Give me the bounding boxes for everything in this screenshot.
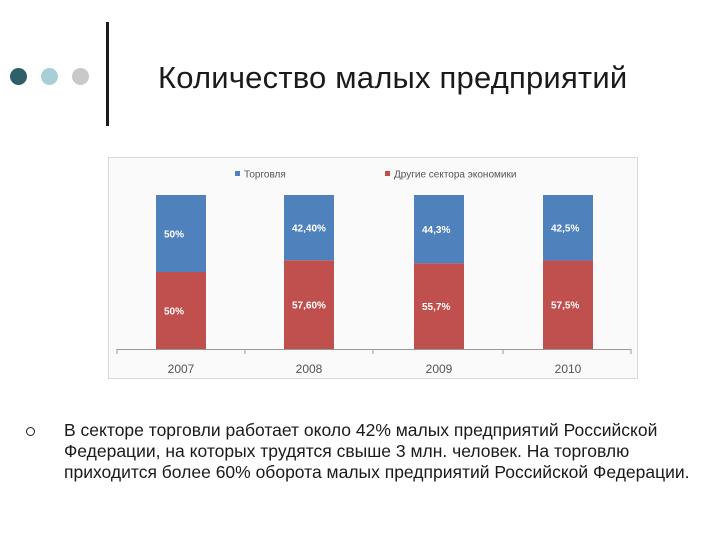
bar-segment <box>543 260 593 349</box>
data-label: 57,5% <box>551 301 579 312</box>
legend-label: Другие сектора экономики <box>394 170 516 181</box>
dot-dark <box>10 68 27 85</box>
x-tick-label: 2007 <box>168 362 195 376</box>
x-tick-label: 2008 <box>296 362 323 376</box>
bar-segment <box>414 263 464 349</box>
data-label: 42,40% <box>292 224 326 235</box>
data-label: 50% <box>164 230 184 241</box>
bullet-icon <box>26 427 35 436</box>
legend-swatch <box>385 171 390 176</box>
bar-segment <box>414 195 464 264</box>
data-label: 57,60% <box>292 301 326 312</box>
bar-segment <box>284 260 334 349</box>
dot-gray <box>72 68 89 85</box>
bullet-text: В секторе торговли работает около 42% ма… <box>64 420 690 482</box>
data-label: 44,3% <box>422 225 450 236</box>
title-divider <box>106 22 109 126</box>
legend-swatch <box>235 171 240 176</box>
dot-light-blue <box>41 68 58 85</box>
chart-canvas: Торговля Другие сектора экономики 50% 50% 20… <box>116 170 632 376</box>
bar-segment <box>156 195 206 272</box>
bar-segment <box>543 195 593 261</box>
stacked-bar-chart: Торговля Другие сектора экономики 50% 50% 20… <box>108 157 638 379</box>
data-label: 50% <box>164 307 184 318</box>
x-tick-label: 2010 <box>555 362 582 376</box>
data-label: 55,7% <box>422 302 450 313</box>
x-tick-label: 2009 <box>426 362 453 376</box>
legend-label: Торговля <box>244 170 286 181</box>
bar-segment <box>156 272 206 349</box>
bar-segment <box>284 195 334 261</box>
data-label: 42,5% <box>551 224 579 235</box>
slide-title: Количество малых предприятий <box>158 60 628 95</box>
